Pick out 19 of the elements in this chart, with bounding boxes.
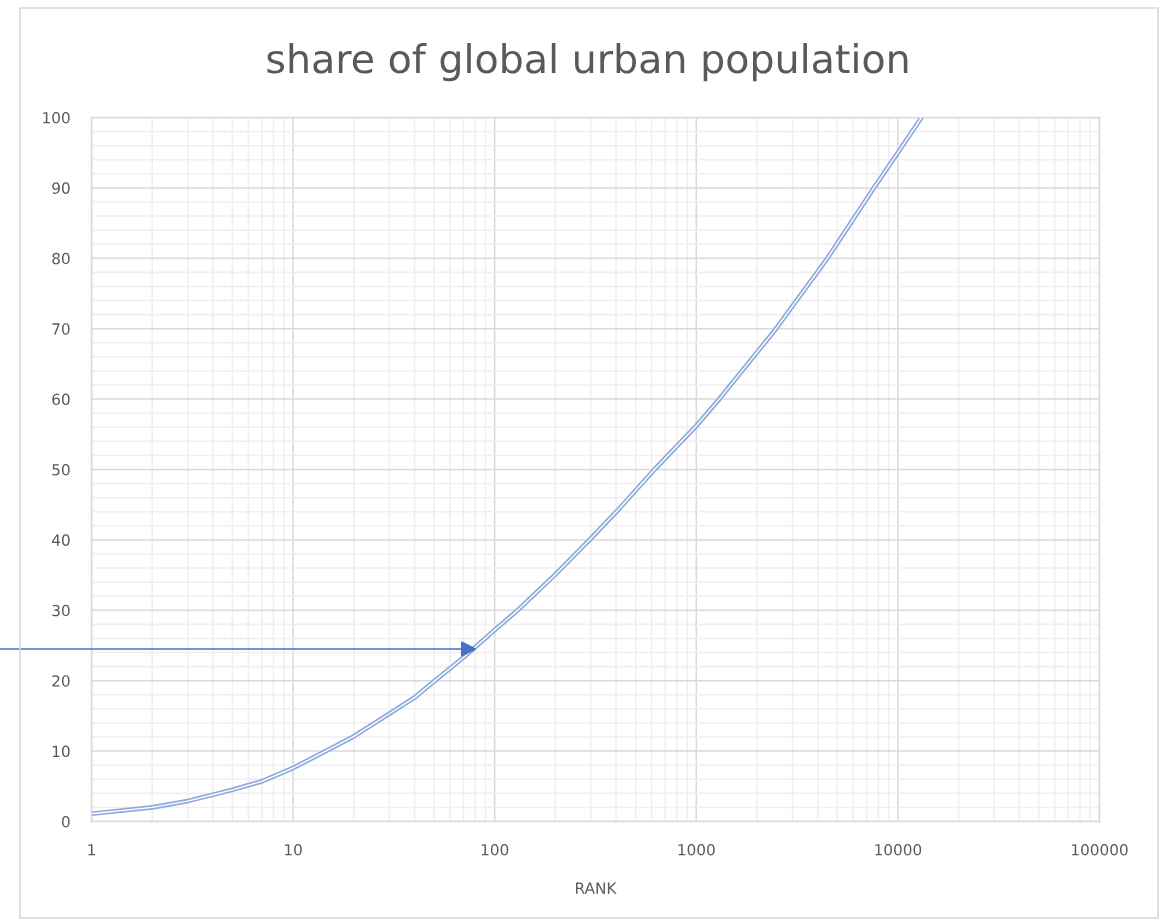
y-tick-label: 90	[52, 182, 70, 194]
y-tick-label: 50	[52, 463, 70, 476]
y-tick-label: 0	[61, 815, 70, 828]
x-tick-label: 100	[481, 843, 509, 856]
y-tick-label: 30	[52, 604, 70, 617]
y-tick-label: 80	[52, 252, 70, 265]
x-axis-title: RANK	[576, 882, 617, 894]
y-tick-label: 10	[52, 745, 70, 758]
x-tick-label: 1	[88, 844, 95, 856]
y-tick-label: 20	[52, 675, 70, 687]
x-tick-label: 1000	[678, 843, 715, 856]
y-tick-label: 70	[52, 323, 70, 335]
y-tick-label: 100	[43, 111, 70, 124]
y-tick-label: 40	[51, 534, 70, 546]
x-tick-label: 10	[285, 843, 302, 856]
x-tick-label: 100000	[1072, 843, 1128, 856]
y-tick-label: 60	[52, 393, 70, 406]
chart-title: share of global urban population	[267, 42, 908, 82]
x-tick-label: 10000	[875, 843, 922, 856]
